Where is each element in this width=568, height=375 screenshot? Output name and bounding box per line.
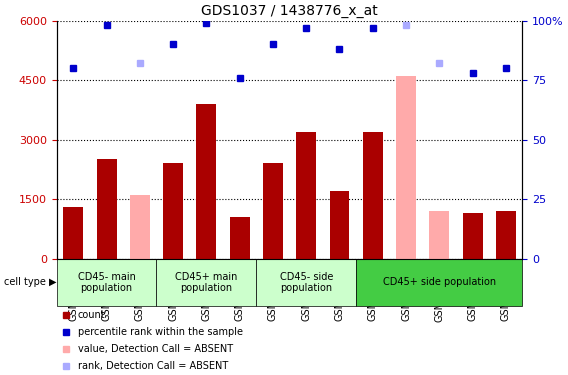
Text: CD45- side
population: CD45- side population <box>279 272 333 293</box>
Bar <box>363 132 383 259</box>
Bar <box>130 195 150 259</box>
Bar <box>197 104 216 259</box>
Text: cell type ▶: cell type ▶ <box>4 278 57 288</box>
Bar <box>396 76 416 259</box>
Title: GDS1037 / 1438776_x_at: GDS1037 / 1438776_x_at <box>201 4 378 18</box>
Text: percentile rank within the sample: percentile rank within the sample <box>78 327 243 337</box>
Bar <box>329 191 349 259</box>
Bar <box>97 159 116 259</box>
Bar <box>63 207 83 259</box>
Bar <box>296 132 316 259</box>
Text: rank, Detection Call = ABSENT: rank, Detection Call = ABSENT <box>78 361 228 371</box>
Bar <box>263 164 283 259</box>
Bar <box>496 211 516 259</box>
Bar <box>462 213 483 259</box>
FancyBboxPatch shape <box>356 259 523 306</box>
Bar <box>229 217 250 259</box>
Text: CD45+ side population: CD45+ side population <box>383 278 496 288</box>
Text: CD45- main
population: CD45- main population <box>78 272 136 293</box>
Text: CD45+ main
population: CD45+ main population <box>175 272 237 293</box>
Bar <box>163 164 183 259</box>
Text: count: count <box>78 310 105 320</box>
FancyBboxPatch shape <box>157 259 256 306</box>
Text: value, Detection Call = ABSENT: value, Detection Call = ABSENT <box>78 344 233 354</box>
FancyBboxPatch shape <box>57 259 157 306</box>
FancyBboxPatch shape <box>256 259 356 306</box>
Bar <box>429 211 449 259</box>
